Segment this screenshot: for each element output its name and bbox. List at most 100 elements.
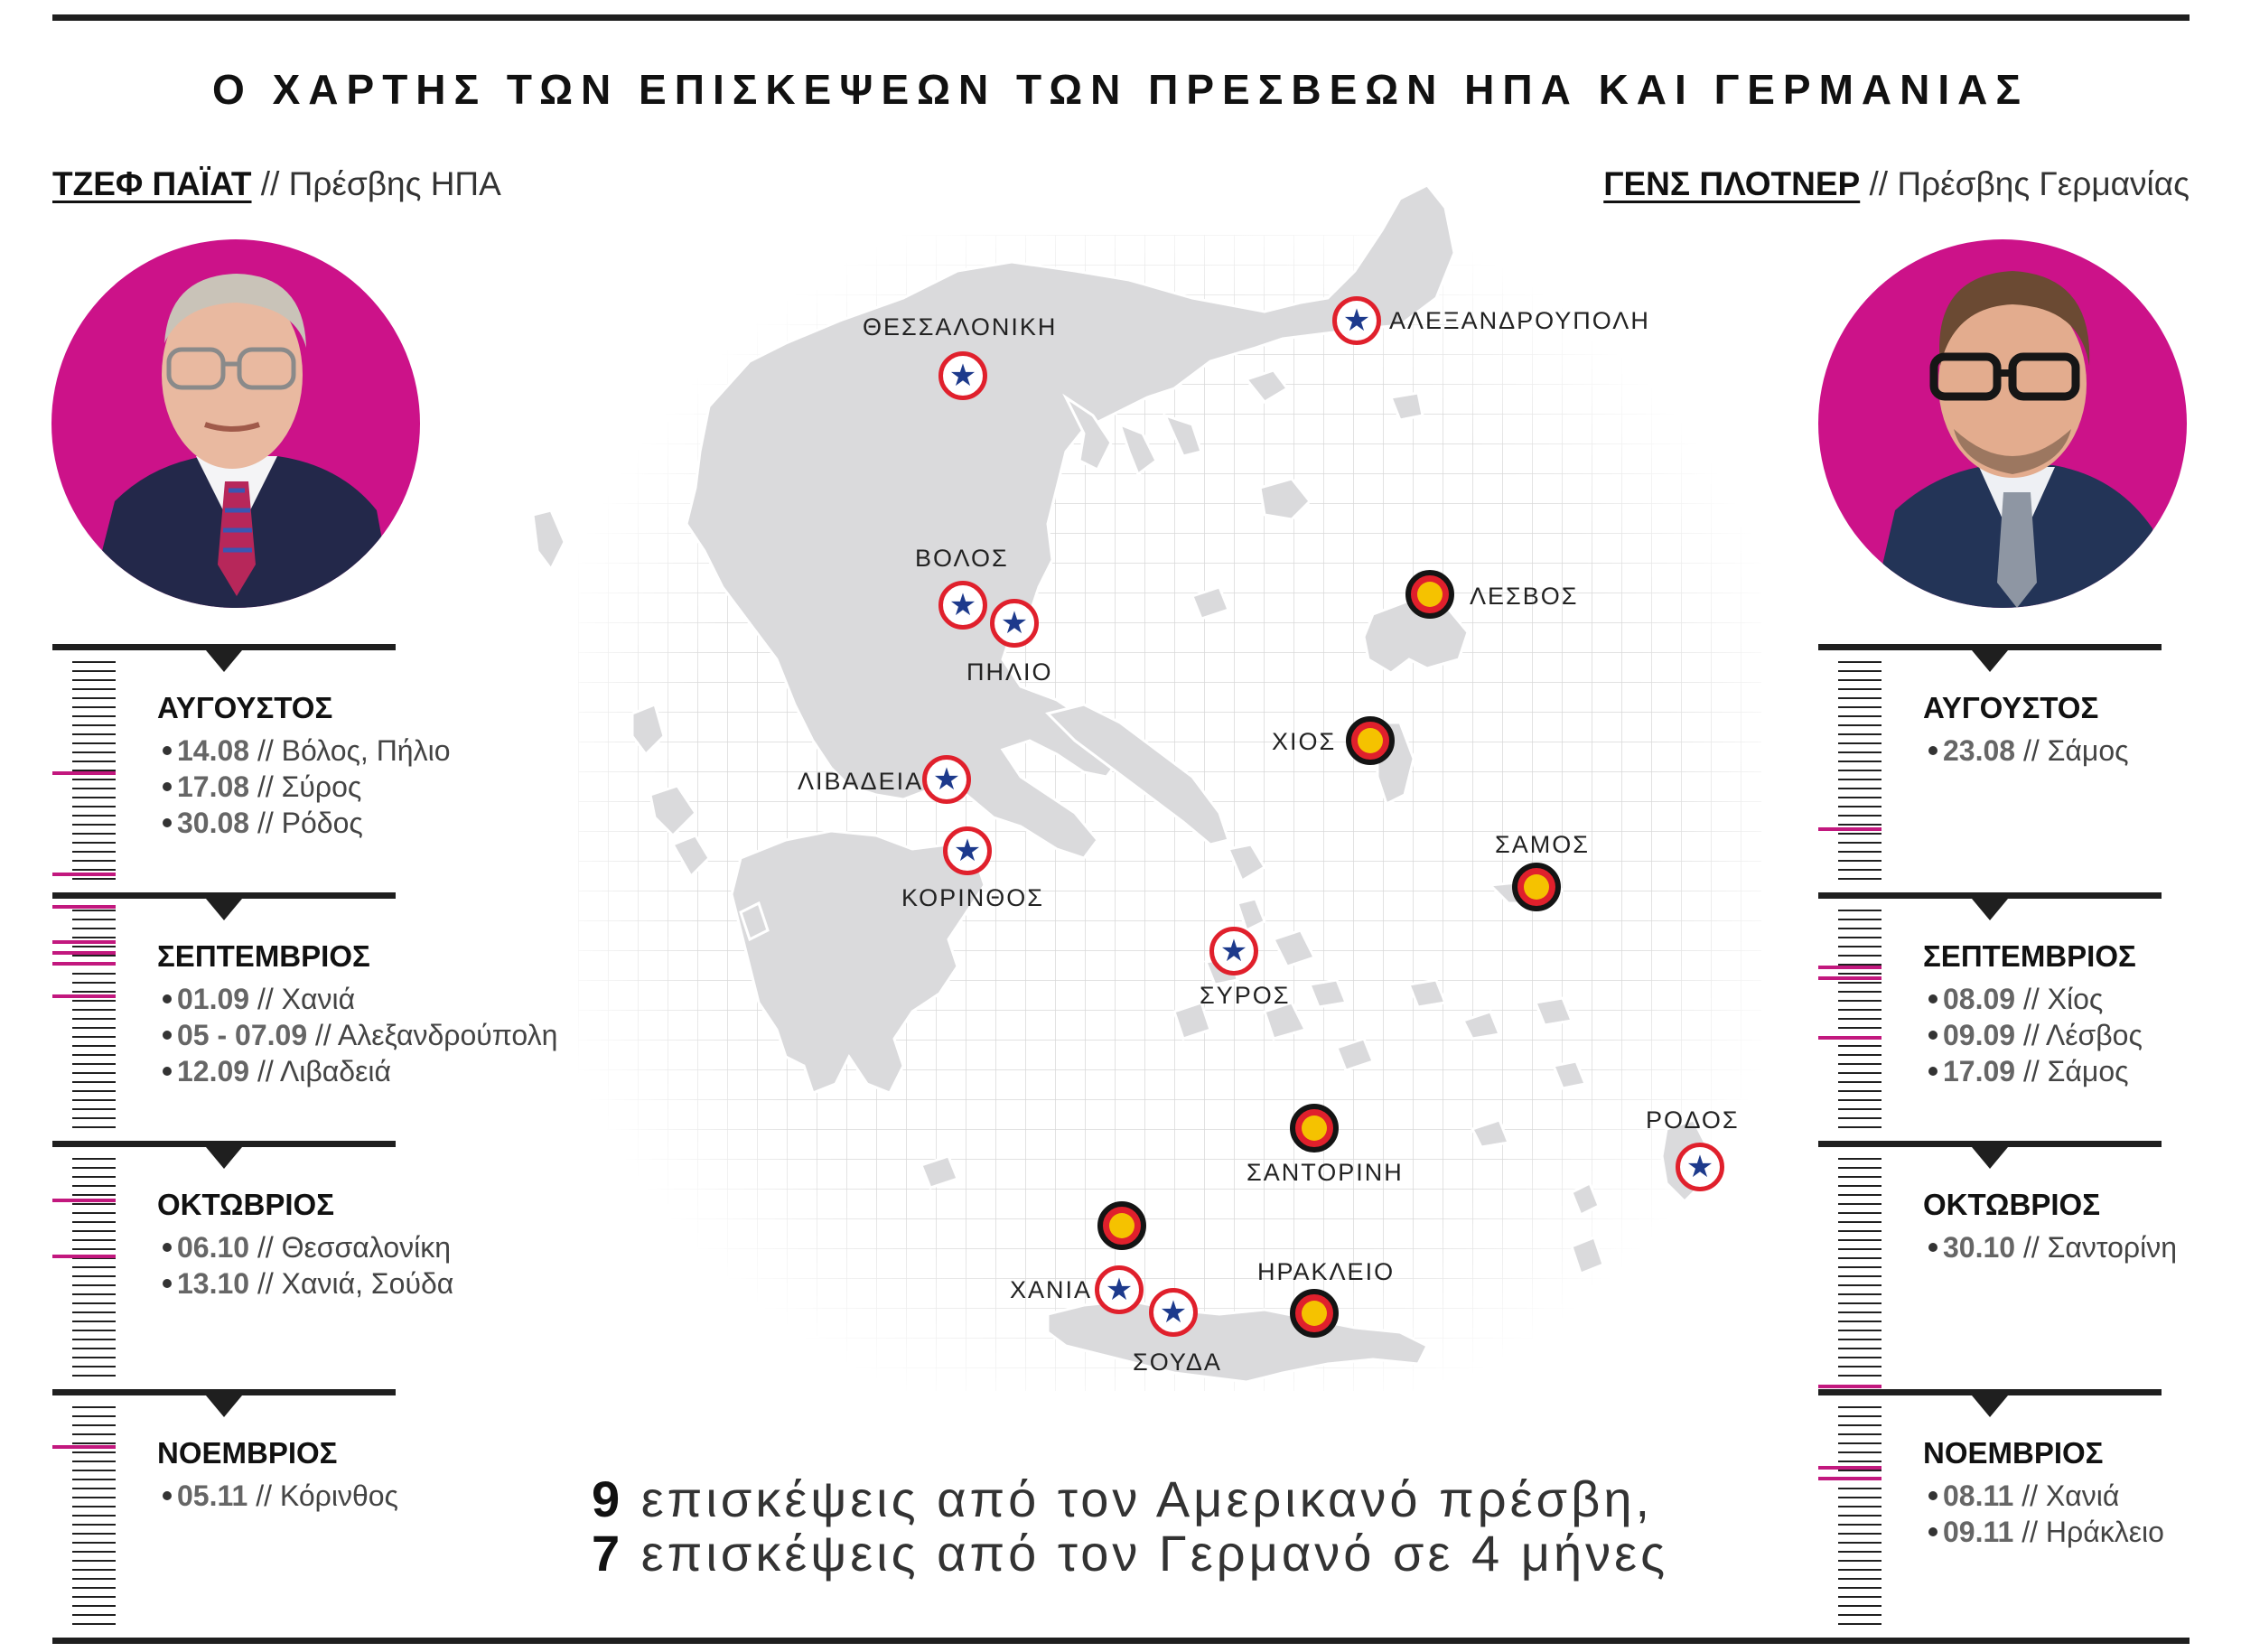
chalkidiki [1062,393,1203,477]
down-arrow-icon [1972,899,2008,920]
star-icon: ★ [1159,1294,1188,1330]
us-visit-entry: 01.09 // Χανιά [163,983,355,1016]
us-timeline-ticks [52,644,116,1638]
label-chania: ΧΑΝΙΑ [1010,1276,1093,1303]
us-visit-entry: 05 - 07.09 // Αλεξανδρούπολη [163,1019,557,1052]
us-month-label: ΑΥΓΟΥΣΤΟΣ [157,691,333,724]
de-visit-marker [1405,570,1454,619]
de-visit-marker [1290,1289,1339,1338]
us-visit-marker: ★ [922,755,971,804]
us-visit-marker: ★ [1149,1288,1198,1337]
us-visit-marker: ★ [1676,1143,1724,1191]
de-timeline-ticks [1818,644,1882,1638]
us-visit-entry: 13.10 // Χανιά, Σούδα [163,1267,453,1301]
de-visit-entry: 08.09 // Χίος [1928,983,2103,1016]
de-visit-marker [1097,1201,1146,1250]
de-visit-marker [1290,1104,1339,1153]
star-icon: ★ [953,833,982,869]
us-visit-entry: 30.08 // Ρόδος [163,807,363,840]
star-icon: ★ [1219,933,1248,969]
de-visit-entry: 23.08 // Σάμος [1928,734,2129,768]
de-ambassador-name: ΓΕΝΣ ΠΛΟΤΝΕΡ [1603,165,1861,202]
peloponnese [730,829,986,1095]
us-month-label: ΣΕΠΤΕΜΒΡΙΟΣ [157,939,370,973]
us-visit-marker: ★ [1332,296,1381,345]
down-arrow-icon [206,1147,242,1169]
label-souda: ΣΟΥΔΑ [1133,1349,1222,1376]
summary-de-text: επισκέψεις από τον Γερμανό σε 4 μήνες [640,1525,1669,1582]
summary-us-count: 9 [592,1470,624,1527]
us-visit-entry: 06.10 // Θεσσαλονίκη [163,1231,451,1265]
label-alexandroupoli: ΑΛΕΞΑΝΔΡΟΥΠΟΛΗ [1389,307,1650,334]
de-month-label: ΑΥΓΟΥΣΤΟΣ [1923,691,2099,724]
down-arrow-icon [1972,650,2008,672]
label-thessaloniki: ΘΕΣΣΑΛΟΝΙΚΗ [863,313,1058,341]
us-ambassador-name: ΤΖΕΦ ΠΑΪΑΤ [52,165,252,202]
de-visit-entry: 17.09 // Σάμος [1928,1055,2129,1088]
us-ambassador-role: // Πρέσβης ΗΠΑ [260,165,501,202]
summary-us-line: 9 επισκέψεις από τον Αμερικανό πρέσβη, [592,1470,1668,1527]
us-ambassador-heading: ΤΖΕΦ ΠΑΪΑΤ // Πρέσβης ΗΠΑ [52,165,501,203]
us-visit-entry: 14.08 // Βόλος, Πήλιο [163,734,451,768]
label-volos: ΒΟΛΟΣ [915,545,1009,572]
us-visit-marker: ★ [1095,1265,1144,1314]
de-ambassador-heading: ΓΕΝΣ ΠΛΟΤΝΕΡ // Πρέσβης Γερμανίας [1603,165,2190,203]
summary-us-text: επισκέψεις από τον Αμερικανό πρέσβη, [640,1470,1654,1527]
us-visit-entry: 05.11 // Κόρινθος [163,1479,398,1513]
us-visit-entry: 17.08 // Σύρος [163,770,361,804]
de-timeline: ΑΥΓΟΥΣΤΟΣ 23.08 // Σάμος ΣΕΠΤΕΜΒΡΙΟΣ 08.… [1818,644,2177,1638]
page-title: Ο ΧΑΡΤΗΣ ΤΩΝ ΕΠΙΣΚΕΨΕΩΝ ΤΩΝ ΠΡΕΣΒΕΩΝ ΗΠΑ… [212,66,2029,113]
de-visit-entry: 08.11 // Χανιά [1928,1479,2119,1513]
down-arrow-icon [1972,1147,2008,1169]
label-pilio: ΠΗΛΙΟ [966,658,1053,686]
evia [1045,703,1230,846]
label-irakleio: ΗΡΑΚΛΕΙΟ [1257,1258,1396,1285]
us-visit-marker: ★ [990,599,1039,648]
de-ambassador-portrait [1818,239,2187,608]
us-visit-marker: ★ [943,826,992,875]
star-icon: ★ [1342,303,1371,339]
star-icon: ★ [1685,1149,1714,1185]
label-rodos: ΡΟΔΟΣ [1646,1106,1740,1134]
us-ambassador-portrait [51,239,420,608]
de-month-label: ΝΟΕΜΒΡΙΟΣ [1923,1436,2104,1470]
us-timeline: ΑΥΓΟΥΣΤΟΣ 14.08 // Βόλος, Πήλιο 17.08 //… [52,644,557,1638]
de-month-label: ΣΕΠΤΕΜΒΡΙΟΣ [1923,939,2136,973]
label-chios: ΧΙΟΣ [1272,728,1337,755]
star-icon: ★ [948,587,977,623]
top-rule [52,14,2190,21]
de-month-label: ΟΚΤΩΒΡΙΟΣ [1923,1188,2101,1221]
summary-de-count: 7 [592,1525,624,1582]
us-visit-marker: ★ [1209,927,1258,975]
us-month-label: ΟΚΤΩΒΡΙΟΣ [157,1188,335,1221]
visit-summary: 9 επισκέψεις από τον Αμερικανό πρέσβη, 7… [592,1470,1668,1582]
de-visit-entry: 30.10 // Σαντορίνη [1928,1231,2177,1265]
down-arrow-icon [206,899,242,920]
bottom-rule [52,1638,2190,1644]
limnos [1258,477,1312,521]
label-lesvos: ΛΕΣΒΟΣ [1470,583,1579,610]
us-visit-marker: ★ [938,581,987,630]
de-ambassador-role: // Πρέσβης Γερμανίας [1869,165,2190,202]
label-livadeia: ΛΙΒΑΔΕΙΑ [798,768,924,795]
star-icon: ★ [948,358,977,394]
star-icon: ★ [932,761,961,798]
label-samos: ΣΑΜΟΣ [1495,831,1590,858]
de-visit-marker [1512,863,1561,911]
star-icon: ★ [1000,605,1029,641]
summary-de-line: 7 επισκέψεις από τον Γερμανό σε 4 μήνες [592,1526,1668,1581]
label-syros: ΣΥΡΟΣ [1200,982,1291,1009]
us-visit-marker: ★ [938,351,987,400]
us-month-label: ΝΟΕΜΒΡΙΟΣ [157,1436,338,1470]
de-visit-marker [1346,716,1395,765]
us-visit-entry: 12.09 // Λιβαδειά [163,1055,391,1088]
label-santorini: ΣΑΝΤΟΡΙΝΗ [1247,1159,1404,1186]
label-korinthos: ΚΟΡΙΝΘΟΣ [901,884,1044,911]
down-arrow-icon [1972,1395,2008,1417]
down-arrow-icon [206,1395,242,1417]
down-arrow-icon [206,650,242,672]
star-icon: ★ [1105,1272,1134,1308]
de-visit-entry: 09.11 // Ηράκλειο [1928,1516,2164,1549]
de-visit-entry: 09.09 // Λέσβος [1928,1019,2143,1052]
